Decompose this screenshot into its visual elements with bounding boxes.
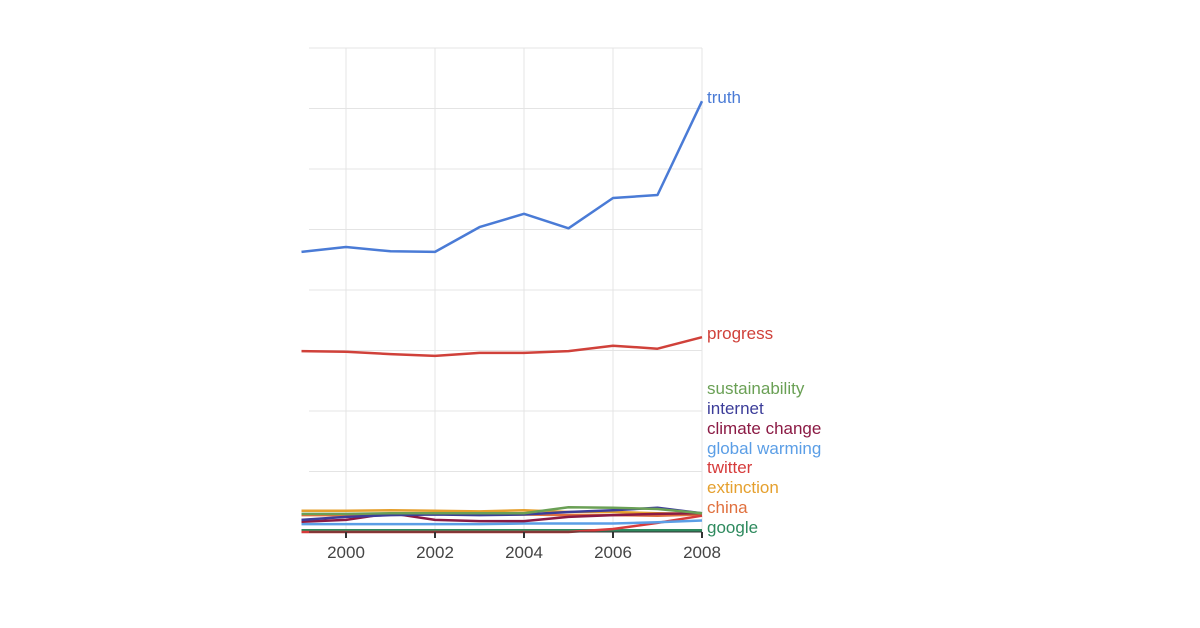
chart-series [301, 100, 704, 534]
legend-label-china: china [707, 498, 748, 517]
series-line-progress[interactable] [301, 335, 703, 358]
x-axis-tick-label: 2000 [327, 543, 365, 562]
legend-label-truth: truth [707, 88, 741, 107]
chart-grid [309, 47, 703, 532]
legend-label-progress: progress [707, 324, 773, 343]
legend-label-global-warming: global warming [707, 439, 821, 458]
x-axis-tick-label: 2008 [683, 543, 721, 562]
series-line-truth[interactable] [301, 100, 704, 254]
x-axis-tick-label: 2002 [416, 543, 454, 562]
series-line-global-warming[interactable] [301, 519, 703, 526]
legend-label-extinction: extinction [707, 478, 779, 497]
series-line-sustainability[interactable] [301, 505, 703, 516]
x-axis: 2000 2002 2004 2006 2008 [309, 531, 721, 562]
chart-legend: truth progress sustainabilityinternetclima… [707, 88, 821, 537]
x-axis-tick-label: 2006 [594, 543, 632, 562]
series-line-extinction[interactable] [301, 508, 703, 516]
legend-label-twitter: twitter [707, 458, 753, 477]
x-axis-tick-label: 2004 [505, 543, 543, 562]
legend-label-climate-change: climate change [707, 419, 821, 438]
legend-label-sustainability: sustainability [707, 379, 805, 398]
legend-label-internet: internet [707, 399, 764, 418]
legend-label-google: google [707, 518, 758, 537]
